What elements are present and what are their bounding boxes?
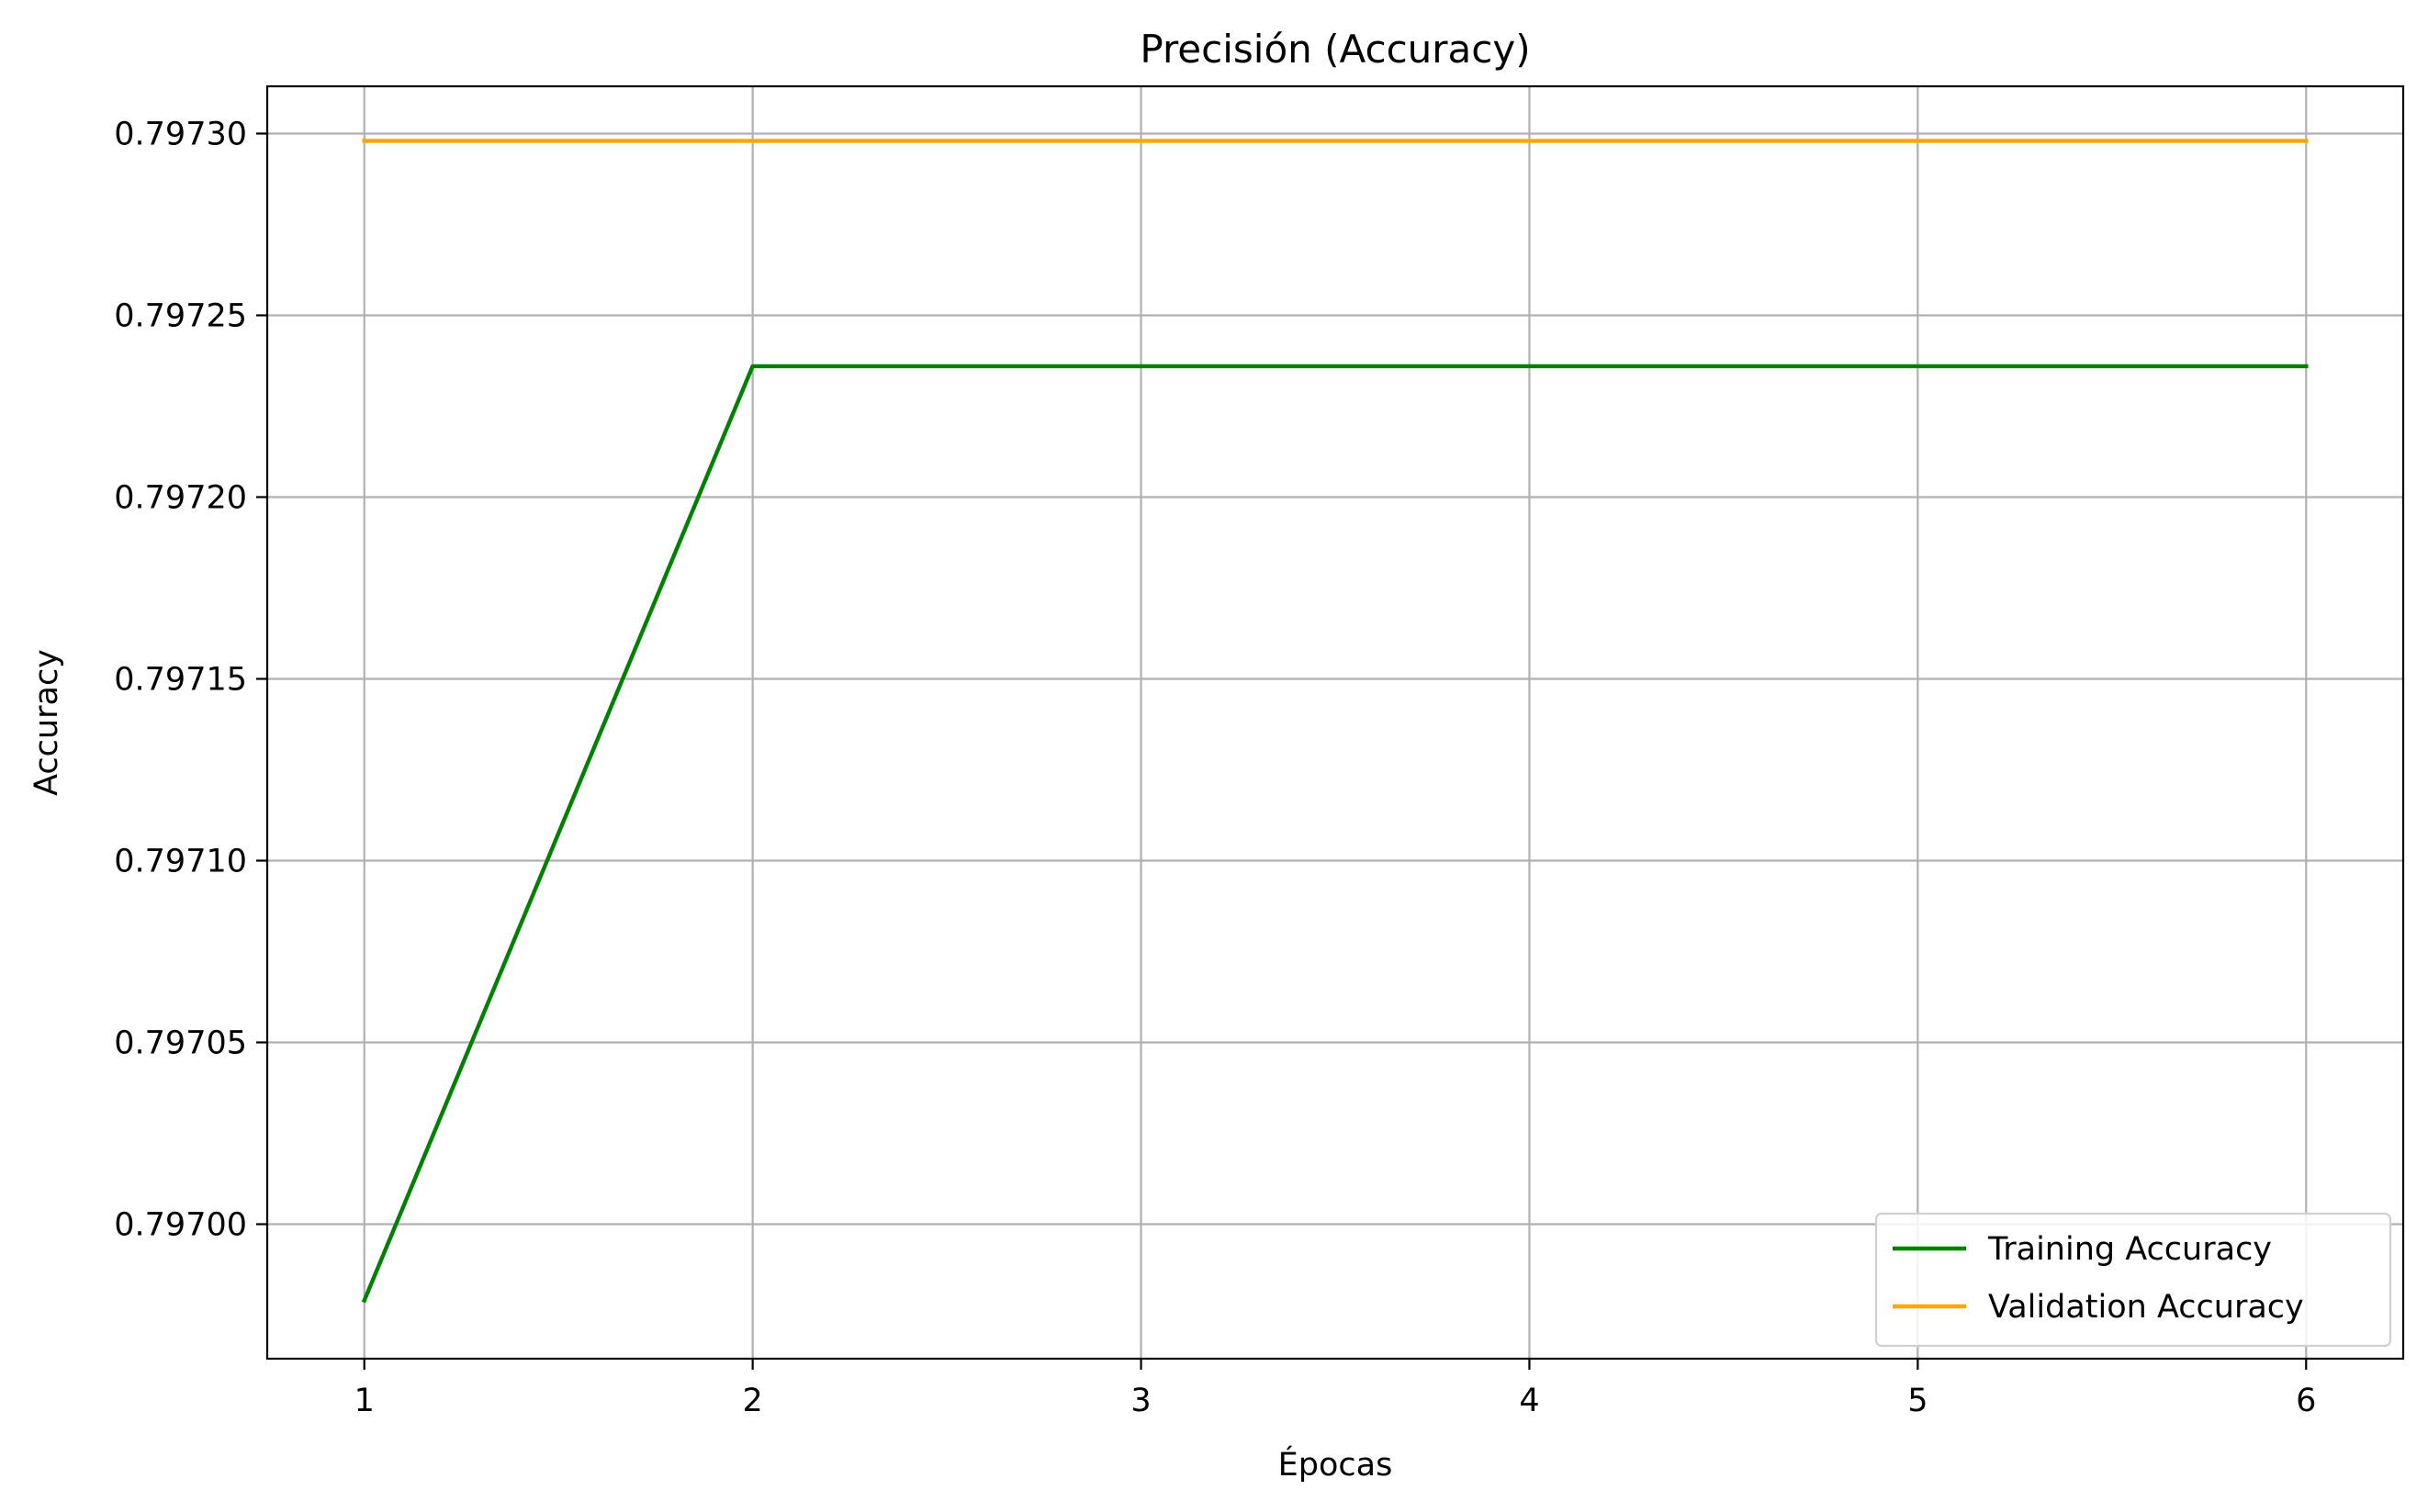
- x-tick-label: 3: [1130, 1383, 1151, 1419]
- x-tick-label: 6: [2296, 1383, 2316, 1419]
- y-axis-label: Accuracy: [28, 649, 65, 796]
- legend-box: [1874, 1212, 2392, 1348]
- x-tick-label: 1: [354, 1383, 375, 1419]
- x-axis-label: Épocas: [1278, 1445, 1393, 1484]
- series-layer: [361, 139, 2309, 1304]
- y-tick-label: 0.79705: [114, 1025, 247, 1061]
- legend-label-training: Training Accuracy: [1987, 1231, 2272, 1268]
- x-tick-label: 4: [1519, 1383, 1539, 1419]
- x-tick-label: 5: [1907, 1383, 1928, 1419]
- grid-layer: [267, 86, 2403, 1359]
- y-tick-label: 0.79715: [114, 661, 247, 698]
- legend-label-validation: Validation Accuracy: [1988, 1289, 2304, 1326]
- series-line-training: [361, 364, 2309, 1304]
- plot-frame: [265, 84, 2405, 1361]
- legend: Training Accuracy Validation Accuracy: [1874, 1212, 2392, 1348]
- x-tick-label: 2: [742, 1383, 762, 1419]
- y-tick-label: 0.79725: [114, 297, 247, 334]
- y-tick-label: 0.79710: [114, 843, 247, 879]
- y-tick-label: 0.79730: [114, 116, 247, 152]
- chart-title: Precisión (Accuracy): [1140, 27, 1530, 72]
- ticks-layer: 1 2 3 4 5 6 0.79700 0.79705 0.79710 0.79715 0.7972…: [114, 116, 2316, 1419]
- y-tick-label: 0.79720: [114, 479, 247, 516]
- y-tick-label: 0.79700: [114, 1206, 247, 1243]
